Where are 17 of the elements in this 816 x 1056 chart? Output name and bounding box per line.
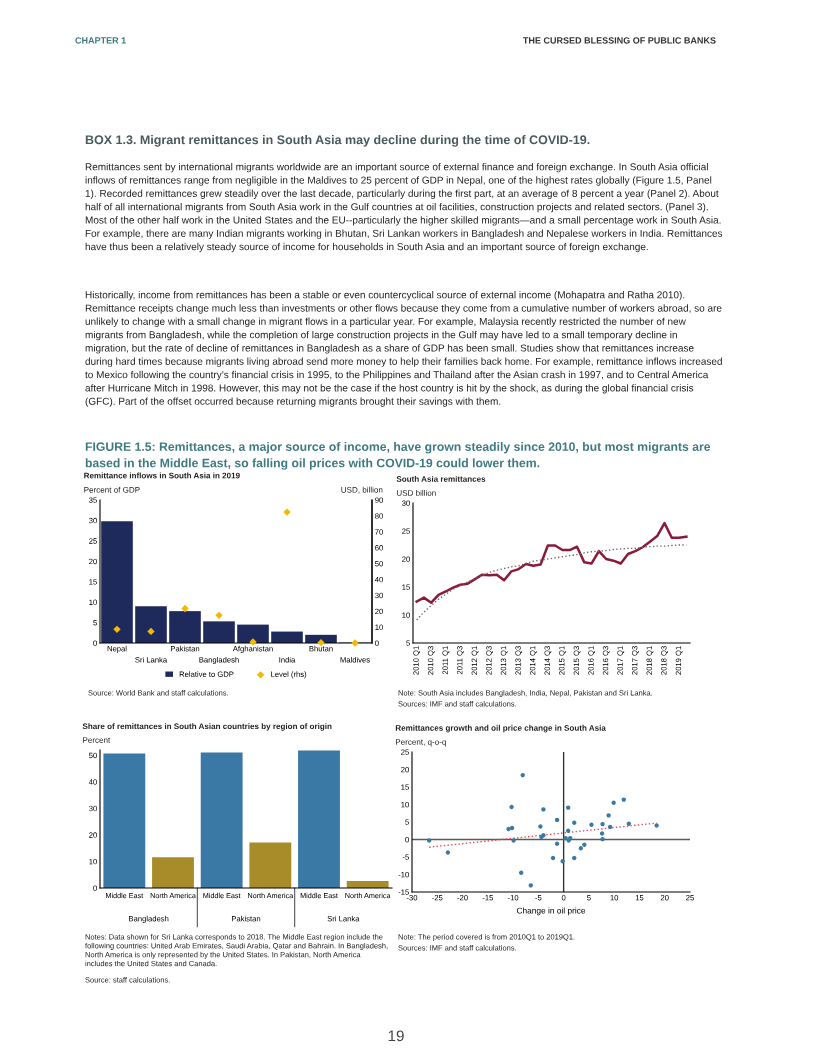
y-axis-title: Percent [83, 737, 111, 743]
chart-title: South Asia remittances [396, 475, 486, 482]
text: Historically, income from remittances has been a stable or even countercyclical source of external income (Mohapatra and Ratha 2010). Remittance receipts change much less than investments or other flows because they come from a cumulative number of workers abroad, so are unlikely to change with a small change in migrant flows in a particular year. For example, Malaysia recently restricted the number of new migrants from Bangladesh, while the completion of large construction projects in the Gulf may have led to a small temporary decline in migration, but the rate of decline of remittances in Bangladesh as a share of GDP has been small. Studies show that remittances increase during hard times because migrants living abroad send more money to help their families back home. For example, remittance inflows increased to Mexico following the country’s financial crisis in 1995, to the Philippines and Thailand after the Asian crash in 1997, and to Central America after Hurricane Mitch in 1998. However, this may not be the case if the host country is hit by the shock, as during the global financial crisis (GFC). Part of the offset occurred because returning migrants brought their savings with them. [85, 291, 722, 407]
y-axis-title: Percent, q-o-q [395, 739, 446, 747]
text: 19 [388, 1030, 404, 1042]
x-axis-title: Change in oil price [516, 907, 586, 916]
y-axis-title: USD billion [397, 489, 436, 496]
text: THE CURSED BLESSING OF PUBLIC BANKS [522, 37, 716, 44]
text: CHAPTER 1 [75, 37, 126, 44]
text: Remittances sent by international migrants worldwide are an important source of external finance and foreign exchange. In South Asia official inflows of remittances range from negligible in the Maldives to 25 percent of GDP in Nepal, one of the highest rates globally (Figure 1.5, Panel 1). Recorded remittances grew steadily over the last decade, particularly during the first part, at an average of 8 percent a year (Panel 2). About half of all international migrants from South Asia work in the Gulf countries at oil facilities, construction projects and related sectors. (Panel 3). Most of the other half work in the United States and the EU--particularly the higher skilled migrants—and a small percentage work in South Asia. For example, there are many Indian migrants working in Bhutan, Sri Lankan workers in Bangladesh and Nepalese workers in India. Remittances have thus been a relatively steady source of income for households in South Asia and an important source of foreign exchange. [85, 163, 723, 253]
caption: FIGURE 1.5: Remittances, a major source of income, have grown steadily since 2010, but most migrants are based in the Middle East, so falling oil prices with COVID-19 could lower them. [85, 442, 711, 470]
chart-title: Remittance inflows in South Asia in 2019 [84, 472, 240, 479]
y-axis-title: Percent of GDP [84, 486, 140, 493]
y2-axis-title: USD, billion [341, 486, 383, 494]
text: BOX 1.3. Migrant remittances in South Asia may decline during the time of COVID-19. [85, 135, 590, 147]
chart-title: Share of remittances in South Asian countries by region of origin [82, 723, 332, 731]
chart-title: Remittances growth and oil price change in South Asia [395, 724, 606, 733]
